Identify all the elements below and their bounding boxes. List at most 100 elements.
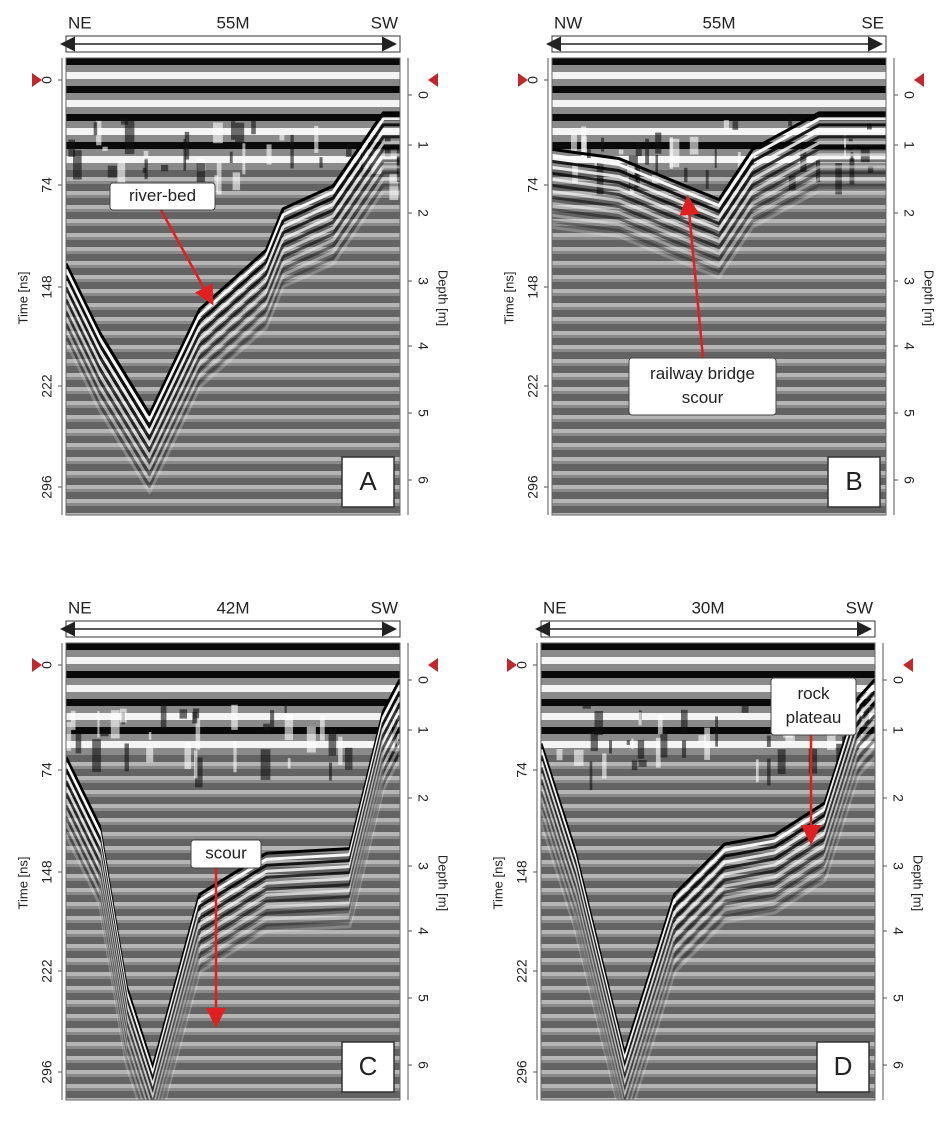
radar-band bbox=[66, 72, 400, 79]
radar-noise bbox=[635, 142, 642, 157]
radar-band bbox=[66, 993, 400, 1000]
radar-noise bbox=[582, 703, 591, 709]
direction-right: SW bbox=[371, 598, 398, 617]
reflection bbox=[552, 165, 886, 256]
radar-noise bbox=[266, 144, 272, 165]
radar-band bbox=[552, 100, 886, 107]
radar-band bbox=[66, 100, 400, 107]
depth-tick-label: 5 bbox=[415, 409, 431, 417]
radar-band bbox=[541, 1042, 875, 1046]
radar-noise bbox=[385, 137, 391, 157]
radar-band bbox=[541, 853, 875, 860]
radar-noise bbox=[102, 146, 108, 151]
annotation-box bbox=[190, 839, 262, 869]
reflection bbox=[66, 744, 400, 1100]
radar-band bbox=[66, 909, 400, 916]
depth-tick-label: 5 bbox=[890, 994, 906, 1002]
radar-band bbox=[541, 1084, 875, 1088]
radar-band bbox=[66, 478, 400, 485]
radar-noise bbox=[867, 166, 874, 173]
radar-band bbox=[66, 797, 400, 804]
depth-axis-label: Depth [m] bbox=[436, 270, 451, 326]
radar-band bbox=[66, 1007, 400, 1014]
radar-noise bbox=[142, 167, 147, 173]
radar-band bbox=[66, 685, 400, 692]
radar-band bbox=[552, 429, 886, 433]
radar-band bbox=[66, 1028, 400, 1032]
depth-tick-label: 4 bbox=[890, 927, 906, 935]
depth-tick-label: 2 bbox=[415, 209, 431, 217]
panel-letter: C bbox=[359, 1051, 378, 1081]
radar-band bbox=[541, 1098, 875, 1100]
radar-band bbox=[541, 909, 875, 916]
depth-tick-label: 3 bbox=[415, 862, 431, 870]
radar-band bbox=[552, 450, 886, 457]
radar-band bbox=[66, 156, 400, 163]
radar-noise bbox=[570, 133, 577, 154]
radar-band bbox=[66, 443, 400, 447]
depth-tick-label: 6 bbox=[890, 1061, 906, 1069]
radar-band bbox=[541, 783, 875, 790]
radar-noise bbox=[635, 164, 640, 188]
radar-noise bbox=[705, 169, 709, 189]
radar-noise bbox=[808, 748, 818, 774]
radar-band bbox=[552, 156, 886, 163]
radar-noise bbox=[638, 712, 642, 726]
radar-band bbox=[66, 1021, 400, 1028]
depth-tick-label: 1 bbox=[415, 726, 431, 734]
radar-band bbox=[552, 331, 886, 335]
radar-noise bbox=[306, 726, 316, 753]
radar-band bbox=[66, 972, 400, 976]
radar-band bbox=[552, 471, 886, 475]
direction-right: SW bbox=[371, 13, 398, 32]
radar-band bbox=[541, 923, 875, 930]
radar-noise bbox=[741, 704, 749, 713]
depth-tick-label: 0 bbox=[890, 676, 906, 684]
radar-band bbox=[66, 1049, 400, 1056]
radar-band bbox=[541, 797, 875, 804]
radar-noise bbox=[251, 119, 256, 135]
radar-noise bbox=[556, 749, 563, 761]
radar-noise bbox=[835, 163, 842, 195]
radar-band bbox=[66, 366, 400, 373]
radar-band bbox=[66, 979, 400, 986]
radar-noise bbox=[328, 728, 337, 756]
radar-band bbox=[66, 261, 400, 265]
radar-band bbox=[66, 408, 400, 415]
radar-noise bbox=[572, 162, 578, 184]
radar-band bbox=[66, 387, 400, 391]
radar-noise bbox=[766, 735, 771, 748]
radar-band bbox=[552, 443, 886, 447]
radar-band bbox=[66, 825, 400, 832]
annotation-text: scour bbox=[682, 388, 724, 407]
radar-noise bbox=[314, 125, 319, 153]
radar-band bbox=[66, 874, 400, 878]
time-tick-label: 148 bbox=[514, 860, 530, 884]
depth-tick-label: 1 bbox=[890, 726, 906, 734]
time-axis-label: Time [ns] bbox=[490, 857, 505, 910]
reflection bbox=[552, 153, 886, 244]
radar-noise bbox=[689, 136, 699, 155]
radar-band bbox=[541, 671, 875, 678]
annotation-box bbox=[770, 677, 857, 736]
radar-noise bbox=[146, 746, 154, 763]
radar-band bbox=[541, 790, 875, 794]
radar-band bbox=[66, 1077, 400, 1084]
radar-noise bbox=[143, 150, 149, 160]
reflection bbox=[66, 189, 400, 494]
annotation-text: scour bbox=[205, 843, 247, 862]
radar-band bbox=[552, 170, 886, 177]
radar-band bbox=[552, 436, 886, 443]
panel: NE 42M SW 0 74 148 222 296 Time [ns] 0 1 2 3 4 5 6 Depth… bbox=[15, 598, 451, 1101]
time-tick-label: 148 bbox=[525, 275, 541, 299]
annotation-text: river-bed bbox=[129, 186, 196, 205]
reflection bbox=[66, 123, 400, 428]
reflection bbox=[66, 111, 400, 416]
panel: NW 55M SE 0 74 148 222 296 Time [ns] 0 1 2 3 4 5 6 Depth… bbox=[501, 13, 937, 516]
reflection bbox=[552, 189, 886, 280]
distance-label: 42M bbox=[216, 598, 249, 617]
radar-band bbox=[66, 790, 400, 794]
annotation-arrow bbox=[159, 209, 214, 306]
reflection bbox=[66, 165, 400, 470]
radar-noise bbox=[287, 758, 291, 769]
